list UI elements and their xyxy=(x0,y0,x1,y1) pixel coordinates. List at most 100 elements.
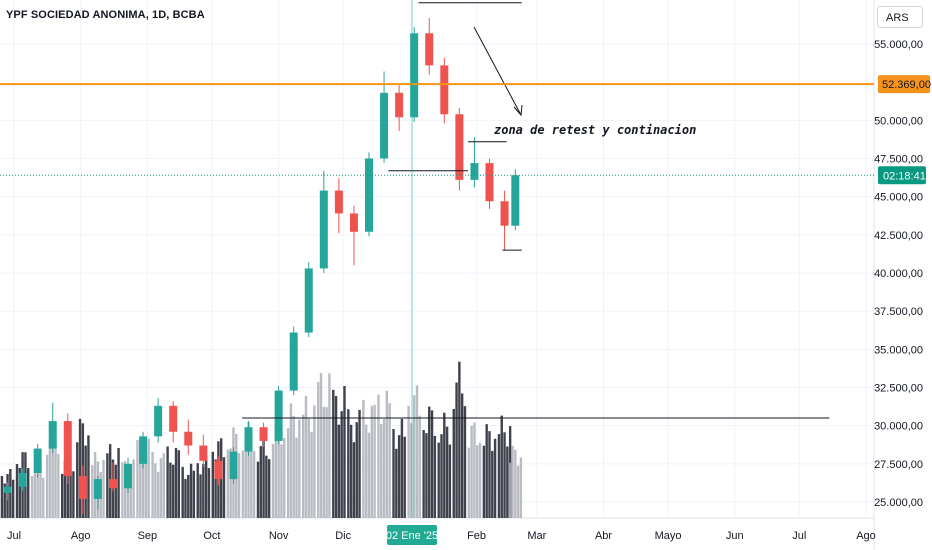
candle-up xyxy=(365,158,373,232)
volume-bar xyxy=(403,436,406,518)
volume-bar xyxy=(418,415,421,518)
candle-up xyxy=(93,479,102,499)
volume-bar xyxy=(488,431,491,518)
volume-bar xyxy=(380,424,383,518)
volume-bar xyxy=(289,403,293,518)
volume-bar xyxy=(317,382,320,518)
level-price-tag xyxy=(878,75,930,94)
volume-bar xyxy=(385,390,389,518)
volume-bar xyxy=(169,462,172,518)
candle-down xyxy=(63,421,72,477)
volume-bar xyxy=(362,399,365,518)
volume-bar xyxy=(425,433,428,518)
volume-bar xyxy=(141,462,145,518)
volume-bar xyxy=(15,464,19,518)
currency-selector[interactable]: ARS xyxy=(877,6,923,28)
candle-up xyxy=(274,390,283,441)
volume-bar xyxy=(340,411,343,518)
volume-bar xyxy=(310,431,313,518)
volume-bar xyxy=(72,471,75,518)
volume-bar xyxy=(470,425,473,518)
volume-bar xyxy=(48,441,52,518)
volume-bar xyxy=(304,395,308,518)
volume-bar xyxy=(36,460,39,518)
x-tick-label: Ago xyxy=(856,530,876,542)
volume-bar xyxy=(69,470,72,518)
y-tick-label: 40.000,00 xyxy=(874,268,923,280)
volume-bar xyxy=(301,414,305,518)
volume-bar xyxy=(307,418,310,518)
volume-bar xyxy=(407,405,410,518)
volume-bar xyxy=(202,463,205,518)
candle-down xyxy=(395,92,404,118)
candle-up xyxy=(48,421,57,449)
volume-bar xyxy=(76,442,79,518)
volume-bar xyxy=(511,445,514,518)
volume-bar xyxy=(343,386,346,518)
volume-bar xyxy=(491,450,494,518)
candle-down xyxy=(440,65,449,115)
candle-up xyxy=(229,451,238,480)
crosshair-date-label: 02 Ene '25 xyxy=(386,530,438,542)
last-price-label: 02:18:41 xyxy=(883,170,926,182)
volume-bar xyxy=(57,453,60,518)
volume-bar xyxy=(283,437,286,518)
volume-bar xyxy=(355,422,358,518)
volume-bar xyxy=(172,464,175,518)
trend-arrow-line[interactable] xyxy=(473,26,522,116)
volume-bar xyxy=(214,459,217,518)
x-tick-label: Feb xyxy=(467,530,486,542)
volume-bar xyxy=(11,479,15,518)
candle-down xyxy=(455,114,464,180)
volume-bar xyxy=(332,389,335,518)
candle-up xyxy=(380,92,389,159)
volume-bar xyxy=(392,429,395,518)
volume-bar xyxy=(443,412,446,518)
volume-bar xyxy=(192,470,196,518)
volume-bar xyxy=(367,432,371,518)
volume-bar xyxy=(184,479,187,518)
volume-bar xyxy=(132,459,135,518)
x-tick-label: Mar xyxy=(527,530,546,542)
volume-bar xyxy=(482,445,486,518)
candle-down xyxy=(259,427,268,441)
y-tick-label: 37.500,00 xyxy=(874,306,923,318)
volume-bar xyxy=(187,474,190,518)
volume-bar xyxy=(430,410,434,518)
volume-bar xyxy=(174,448,178,518)
y-tick-label: 30.000,00 xyxy=(874,421,923,433)
volume-bar xyxy=(448,444,452,518)
volume-bar xyxy=(250,437,253,518)
x-tick-label: Oct xyxy=(203,530,220,542)
volume-bar xyxy=(463,406,467,518)
candle-down xyxy=(184,431,193,446)
y-tick-label: 42.500,00 xyxy=(874,230,923,242)
candle-up xyxy=(139,436,148,464)
volume-bar xyxy=(508,462,511,518)
volume-bar xyxy=(313,405,316,518)
volume-bar xyxy=(493,438,497,518)
volume-bar xyxy=(247,422,250,518)
candle-up xyxy=(511,175,520,226)
volume-bar xyxy=(9,469,12,518)
volume-bar xyxy=(45,454,49,518)
volume-bar xyxy=(63,460,67,518)
volume-bar xyxy=(514,449,517,518)
volume-bar xyxy=(271,443,275,518)
volume-bar xyxy=(373,404,376,518)
crosshair-date-tag xyxy=(387,525,438,545)
candle-up xyxy=(289,332,298,391)
volume-bar xyxy=(211,451,214,518)
y-tick-label: 27.500,00 xyxy=(874,459,923,471)
volume-bar xyxy=(60,473,64,518)
volume-bar xyxy=(181,466,184,518)
volume-bar xyxy=(156,471,160,518)
volume-bar xyxy=(485,424,488,518)
volume-bar xyxy=(147,438,150,518)
candle-down xyxy=(214,460,223,480)
volume-bar xyxy=(397,435,401,518)
x-tick-label: Jul xyxy=(792,530,806,542)
volume-bar xyxy=(262,438,265,518)
